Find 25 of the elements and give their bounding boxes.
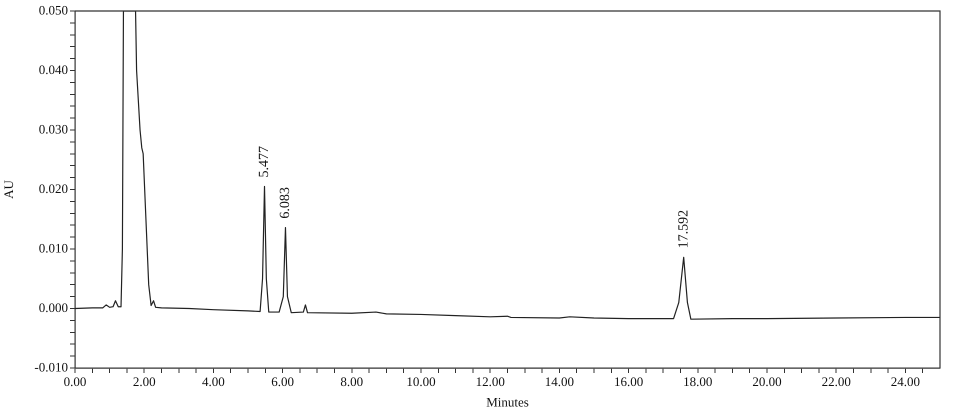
y-tick-label: 0.010	[38, 240, 68, 256]
annotation: 17.592	[676, 210, 692, 248]
x-tick-label: 22.00	[822, 374, 851, 390]
x-tick-label: 12.00	[476, 374, 505, 390]
x-tick-label: 10.00	[406, 374, 436, 390]
annotation: 5.477	[257, 146, 272, 178]
x-tick-label: 6.00	[271, 374, 294, 390]
y-tick-label: 0.020	[38, 180, 68, 196]
x-tick-label: 18.00	[683, 374, 712, 390]
y-tick-label: 0.030	[38, 121, 68, 136]
y-tick-label: 0.000	[38, 300, 68, 315]
x-tick-label: 16.00	[614, 374, 644, 390]
annotation: 6.083	[278, 187, 294, 219]
y-tick-label: 0.040	[38, 62, 68, 77]
y-tick-label: 0.050	[38, 2, 68, 18]
y-tick-label: -0.010	[34, 359, 68, 374]
x-tick-label: 8.00	[340, 374, 364, 390]
x-tick-label: 0.00	[64, 374, 86, 390]
x-tick-label: 4.00	[202, 374, 225, 390]
x-tick-label: 2.00	[132, 374, 156, 390]
x-tick-label: 20.00	[752, 374, 782, 390]
x-tick-label: 24.00	[890, 374, 920, 390]
x-tick-label: 14.00	[544, 374, 574, 390]
y-axis-title: AU	[1, 180, 16, 199]
x-axis-title: Minutes	[486, 394, 529, 410]
